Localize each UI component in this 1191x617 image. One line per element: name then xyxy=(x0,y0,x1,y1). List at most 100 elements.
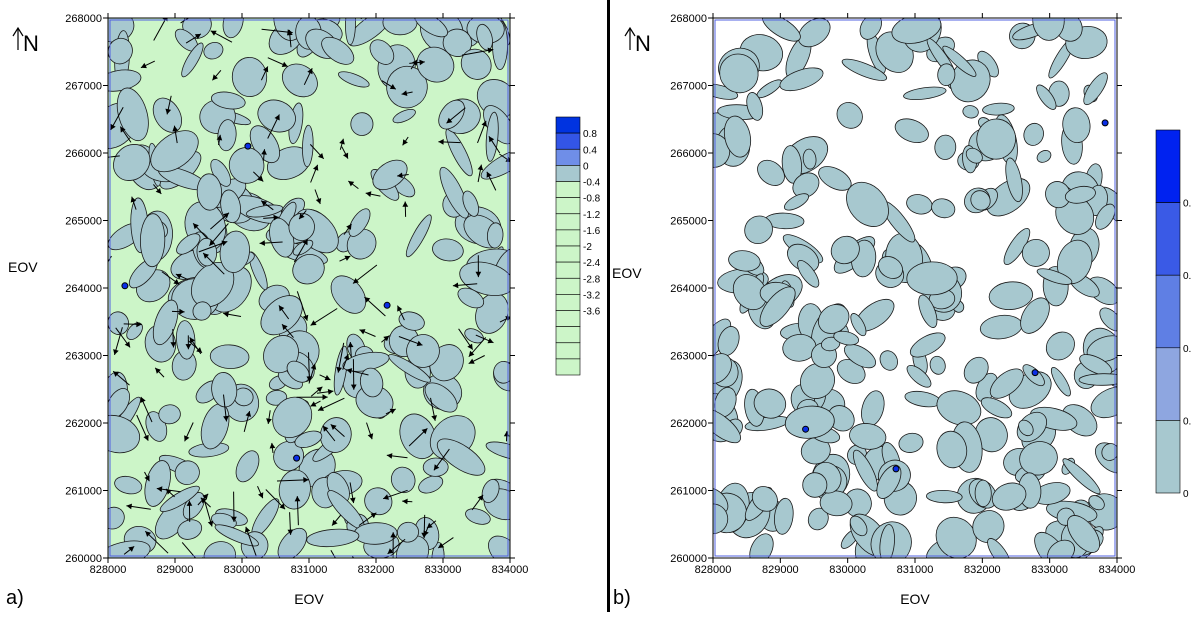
y-tick-label: 260000 xyxy=(65,553,102,565)
north-label: N xyxy=(23,31,39,56)
x-tick-label: 832000 xyxy=(358,564,395,576)
contour-region xyxy=(350,112,373,136)
legend-swatch xyxy=(556,246,580,262)
x-tick-label: 830000 xyxy=(829,564,866,576)
high-marker xyxy=(893,466,899,472)
flow-arrow-head xyxy=(195,558,201,564)
panel-a: 828000 829000 830000 831000 832000 833000 8340… xyxy=(0,0,607,612)
y-tick-label: 268000 xyxy=(65,13,102,25)
legend-label: -0.4 xyxy=(583,178,601,189)
legend-swatch xyxy=(1156,203,1180,276)
panel-b: 828000 829000 830000 831000 832000 833000 8340… xyxy=(607,0,1191,612)
x-tick-label: 828000 xyxy=(695,564,732,576)
high-marker xyxy=(245,143,251,149)
legend-swatch xyxy=(1156,275,1180,348)
y-tick-label: 264000 xyxy=(670,283,707,295)
y-tick-label: 265000 xyxy=(670,216,707,228)
color-legend: 0.8 0.4 0 -0.4 -0.8 -1.2 -1.6 -2 -2.4 -2.8 -3.2 -3.… xyxy=(556,117,601,375)
x-tick-label: 828000 xyxy=(90,564,127,576)
legend-label: -2.8 xyxy=(583,274,601,285)
legend-swatch xyxy=(556,278,580,294)
x-tick-label: 834000 xyxy=(492,564,529,576)
y-tick-label: 262000 xyxy=(65,418,102,430)
legend-swatch xyxy=(556,182,580,198)
x-axis-label: EOV xyxy=(294,591,324,607)
y-tick-label: 260000 xyxy=(670,553,707,565)
y-tick-label: 261000 xyxy=(65,486,102,498)
y-tick-label: 264000 xyxy=(65,283,102,295)
x-tick-label: 830000 xyxy=(224,564,261,576)
y-tick-label: 267000 xyxy=(65,81,102,93)
y-tick-label: 261000 xyxy=(670,486,707,498)
x-tick-label: 831000 xyxy=(291,564,328,576)
legend-label: -1.2 xyxy=(583,210,601,221)
legend-swatch xyxy=(556,311,580,327)
legend-swatch xyxy=(556,214,580,230)
high-marker xyxy=(384,302,390,308)
x-tick-label: 833000 xyxy=(425,564,462,576)
y-tick-label: 268000 xyxy=(670,13,707,25)
high-marker xyxy=(294,455,300,461)
y-tick-label: 262000 xyxy=(670,418,707,430)
x-tick-label: 829000 xyxy=(762,564,799,576)
legend-swatch xyxy=(556,165,580,181)
high-marker xyxy=(122,283,128,289)
contour-region xyxy=(907,261,958,295)
y-tick-label: 266000 xyxy=(65,148,102,160)
legend-label: 0.8 xyxy=(583,129,597,140)
flow-arrow-head xyxy=(339,11,345,17)
legend-label: -2.4 xyxy=(583,258,601,269)
contour-region xyxy=(975,480,992,507)
color-legend: 0.8 0.6 0.4 0.2 0 xyxy=(1156,130,1191,500)
flow-arrow-head xyxy=(197,9,203,14)
y-tick-label: 267000 xyxy=(670,81,707,93)
legend-label: 0.6 xyxy=(1183,271,1191,282)
x-axis-label: EOV xyxy=(900,591,930,607)
legend-swatch xyxy=(556,294,580,310)
legend-swatch xyxy=(556,230,580,246)
legend-swatch xyxy=(556,327,580,343)
y-tick-label: 263000 xyxy=(670,351,707,363)
contour-region xyxy=(802,472,827,497)
legend-label: 0.8 xyxy=(1183,199,1191,210)
flow-arrow-head xyxy=(336,563,341,569)
legend-label: 0.2 xyxy=(1183,416,1191,427)
legend-label: 0 xyxy=(1183,489,1189,500)
flow-arrow-head xyxy=(206,558,212,563)
y-axis-label: EOV xyxy=(612,265,642,281)
high-marker xyxy=(1032,370,1038,376)
y-tick-label: 266000 xyxy=(670,148,707,160)
legend-label: -2 xyxy=(583,242,592,253)
y-tick-label: 263000 xyxy=(65,351,102,363)
legend-label: -0.8 xyxy=(583,194,601,205)
legend-swatch xyxy=(556,117,580,133)
legend-label: 0 xyxy=(583,161,589,172)
legend-swatch xyxy=(1156,348,1180,421)
y-axis-label: EOV xyxy=(8,259,38,275)
x-tick-label: 829000 xyxy=(157,564,194,576)
legend-swatch xyxy=(556,343,580,359)
legend-swatch xyxy=(556,149,580,165)
legend-label: -1.6 xyxy=(583,226,601,237)
map-panel-a: 828000 829000 830000 831000 832000 833000 8340… xyxy=(0,0,607,612)
panel-label: a) xyxy=(6,587,24,609)
legend-swatch xyxy=(556,359,580,375)
contour-region xyxy=(383,10,417,35)
legend-label: -3.6 xyxy=(583,307,601,318)
legend-swatch xyxy=(1156,420,1180,493)
x-tick-label: 832000 xyxy=(964,564,1001,576)
x-tick-label: 831000 xyxy=(897,564,934,576)
panel-label: b) xyxy=(613,587,631,609)
legend-swatch xyxy=(1156,130,1180,203)
high-marker xyxy=(1102,120,1108,126)
x-tick-label: 834000 xyxy=(1099,564,1136,576)
legend-swatch xyxy=(556,133,580,149)
legend-label: 0.4 xyxy=(1183,344,1191,355)
legend-swatch xyxy=(556,198,580,214)
x-tick-label: 833000 xyxy=(1031,564,1068,576)
legend-label: 0.4 xyxy=(583,145,597,156)
north-label: N xyxy=(635,31,651,56)
legend-swatch xyxy=(556,262,580,278)
legend-label: -3.2 xyxy=(583,290,601,301)
